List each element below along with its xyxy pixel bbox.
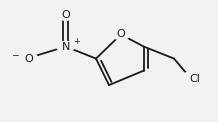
Circle shape bbox=[57, 41, 75, 52]
Text: O: O bbox=[61, 10, 70, 20]
Circle shape bbox=[20, 54, 38, 64]
Text: +: + bbox=[73, 37, 80, 46]
Circle shape bbox=[181, 71, 209, 87]
Text: O: O bbox=[24, 54, 33, 64]
Text: Cl: Cl bbox=[189, 74, 200, 84]
Text: O: O bbox=[117, 30, 125, 39]
Text: −: − bbox=[11, 51, 19, 59]
Circle shape bbox=[57, 10, 75, 20]
Circle shape bbox=[112, 29, 130, 40]
Text: N: N bbox=[61, 41, 70, 51]
